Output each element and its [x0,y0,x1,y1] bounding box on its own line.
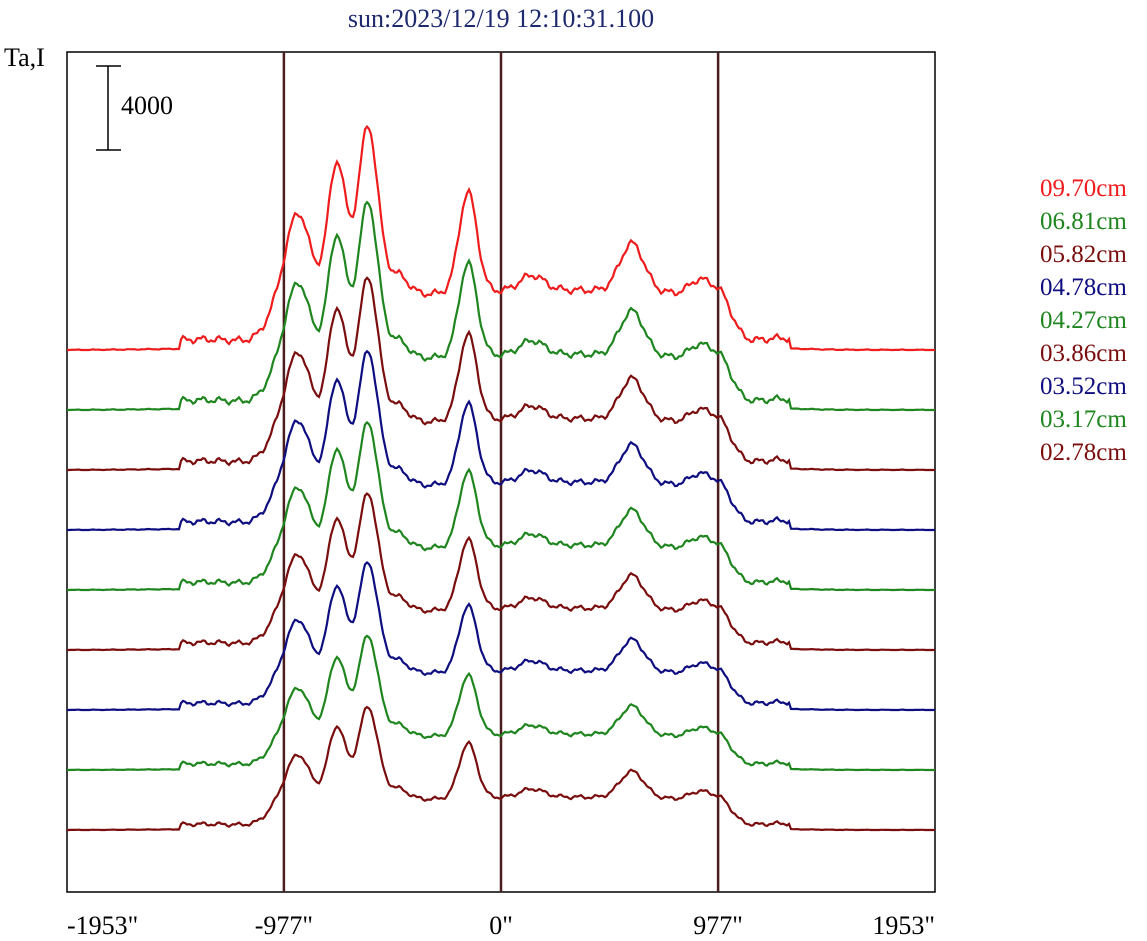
x-tick-label-4: 1953" [872,911,935,940]
x-axis-ticks: -1953" -977" 0" 977" 1953" [67,911,935,940]
y-axis-label: Ta,I [4,43,45,72]
chart-title: sun:2023/12/19 12:10:31.100 [348,4,654,33]
legend-entry-7: 03.17cm [1040,406,1127,433]
x-tick-label-3: 977" [693,911,743,940]
legend-entry-5: 03.86cm [1040,340,1127,367]
series-group [67,124,936,832]
scale-bar: 4000 [96,65,173,151]
legend-entry-3: 04.78cm [1040,274,1127,301]
legend-entry-0: 09.70cm [1040,175,1127,202]
x-tick-label-0: -1953" [67,911,138,940]
series-line-7 [67,634,936,772]
legend-entry-8: 02.78cm [1040,439,1127,466]
series-line-4 [67,420,936,592]
series-line-2 [67,276,936,472]
x-tick-label-2: 0" [489,911,513,940]
legend: 09.70cm 06.81cm 05.82cm 04.78cm 04.27cm 03.86… [1040,175,1127,466]
scale-bar-label: 4000 [121,91,173,120]
series-line-8 [67,705,936,832]
series-line-0 [67,124,936,352]
limb-lines [282,52,720,892]
x-tick-label-1: -977" [255,911,313,940]
series-line-1 [67,200,936,412]
legend-entry-4: 04.27cm [1040,307,1127,334]
series-line-3 [67,349,936,532]
legend-entry-2: 05.82cm [1040,241,1127,268]
series-line-6 [67,561,936,712]
legend-entry-6: 03.52cm [1040,373,1127,400]
legend-entry-1: 06.81cm [1040,208,1127,235]
series-line-5 [67,492,936,652]
